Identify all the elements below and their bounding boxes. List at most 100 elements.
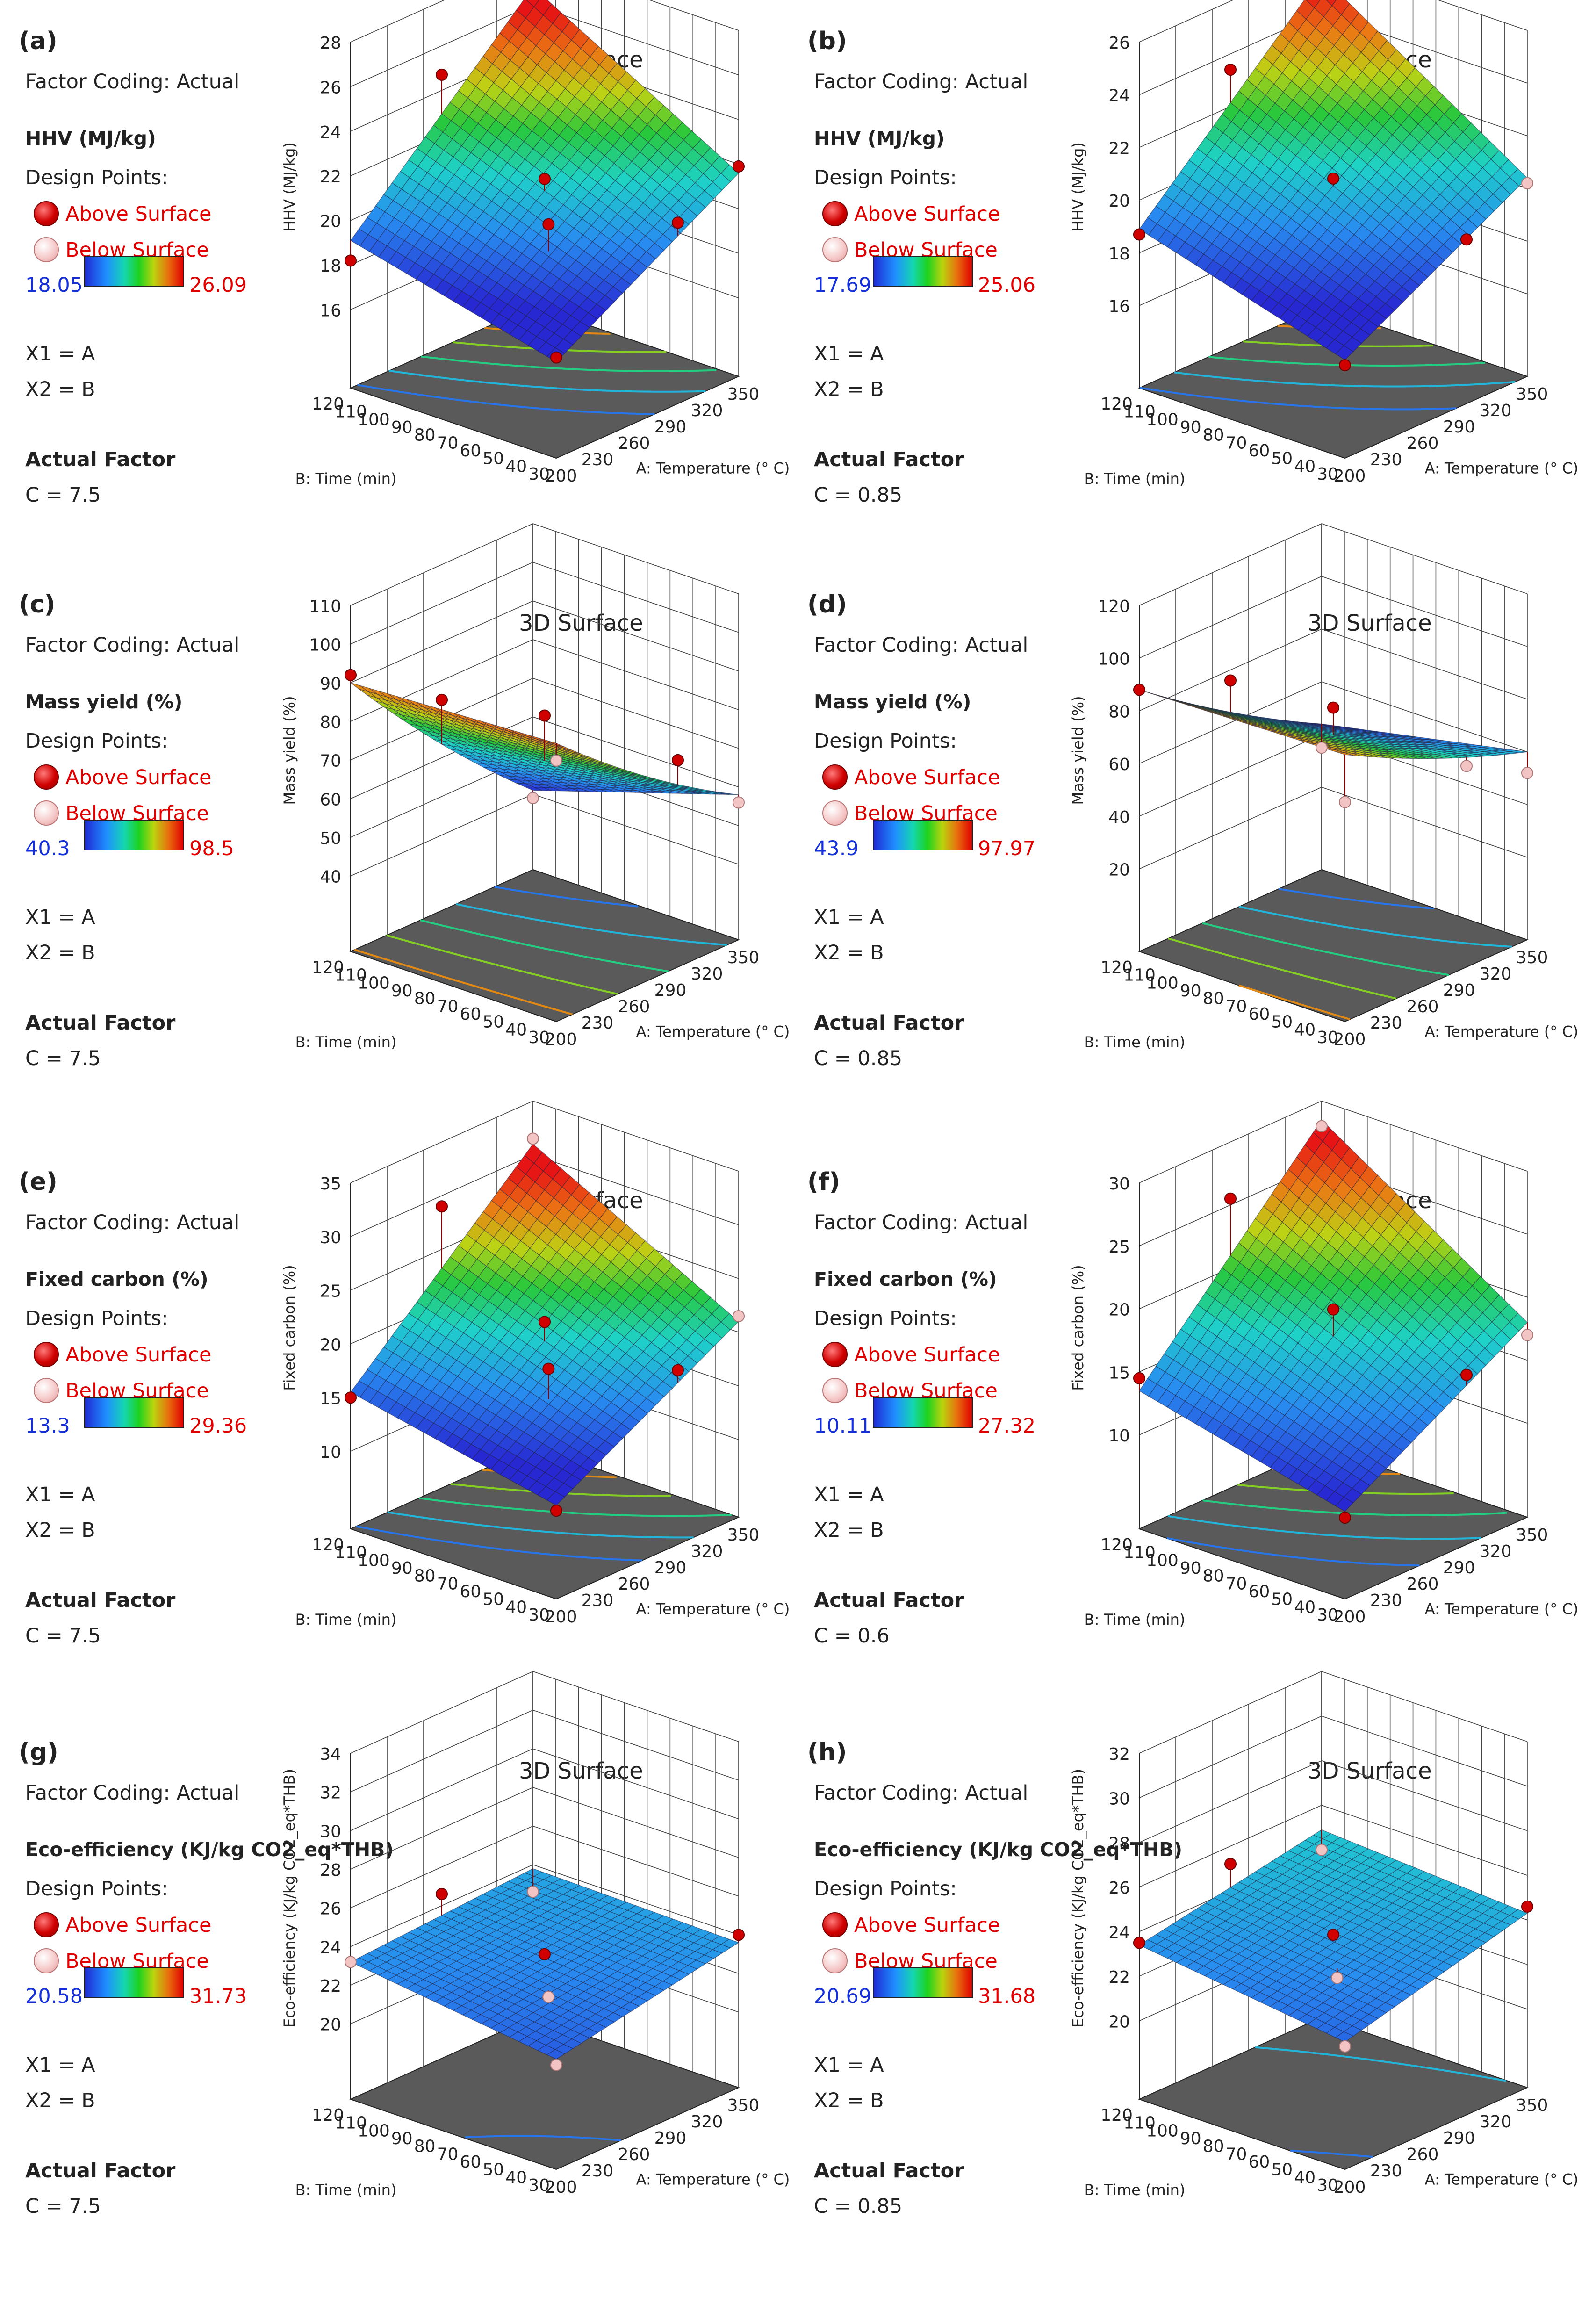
design-points-label: Design Points: (25, 729, 168, 753)
z-tick-label: 26 (1108, 34, 1130, 53)
a-tick-label: 350 (727, 2096, 760, 2115)
b-tick-label: 60 (460, 1582, 482, 1601)
contour-line (1239, 906, 1512, 948)
contour-line (1255, 2046, 1507, 2082)
actual-factor-label: Actual Factor (25, 1589, 176, 1612)
z-tick-label: 34 (320, 1745, 341, 1764)
b-tick-label: 110 (1123, 2114, 1156, 2133)
b-tick-label: 60 (460, 1005, 482, 1024)
design-point-above (1327, 172, 1339, 185)
x1-assignment: X1 = A (814, 2053, 884, 2077)
actual-factor-value: C = 7.5 (25, 1624, 101, 1648)
above-surface-marker-icon (822, 1912, 848, 1937)
z-tick-label: 32 (1108, 1745, 1130, 1764)
chart-panel-f: (f) Factor Coding: Actual Fixed carbon (… (798, 1101, 1596, 1719)
b-axis-label: B: Time (min) (1084, 1611, 1186, 1628)
color-scale-bar (84, 1967, 184, 1998)
b-axis-label: B: Time (min) (295, 1033, 397, 1051)
z-tick-label: 60 (1108, 755, 1130, 774)
plot-title: 3D Surface (519, 610, 643, 636)
a-tick-label: 260 (1407, 434, 1439, 453)
design-point-above (1460, 233, 1473, 246)
floor-contours (354, 886, 727, 1016)
design-point-below (1460, 760, 1473, 772)
z-tick-label: 22 (320, 167, 341, 187)
b-tick-label: 120 (1100, 958, 1133, 977)
z-tick-label: 20 (1108, 2012, 1130, 2031)
a-axis-label: A: Temperature (° C) (1425, 2171, 1579, 2189)
contour-line (1208, 356, 1485, 367)
design-point-above (1460, 1368, 1473, 1381)
z-axis-label: Fixed carbon (%) (1069, 1265, 1087, 1390)
b-tick-label: 30 (1317, 465, 1338, 484)
b-tick-label: 40 (505, 1020, 527, 1039)
response-name: Eco-efficiency (KJ/kg CO2_eq*THB) (814, 1838, 1183, 1861)
design-point-above (1339, 1512, 1351, 1524)
design-point-below (1316, 1844, 1328, 1856)
z-tick-label: 28 (320, 1861, 341, 1880)
design-points (345, 68, 745, 364)
b-tick-label: 60 (1249, 2153, 1270, 2172)
design-points-label: Design Points: (25, 1307, 168, 1330)
design-point-above (1327, 1929, 1339, 1941)
z-tick-label: 25 (320, 1282, 341, 1301)
color-scale-bar (84, 256, 184, 287)
b-tick-label: 50 (482, 1590, 504, 1609)
z-tick-label: 20 (1108, 861, 1130, 880)
z-tick-label: 70 (320, 752, 341, 771)
color-scale-min: 20.69 (814, 1985, 872, 2008)
z-tick-label: 40 (320, 868, 341, 887)
color-scale-max: 97.97 (978, 837, 1036, 860)
z-tick-label: 30 (320, 1228, 341, 1247)
design-point-above (1224, 1858, 1237, 1870)
z-tick-label: 40 (1108, 808, 1130, 827)
design-point-above (539, 173, 551, 185)
z-axis-label: HHV (MJ/kg) (1069, 142, 1087, 232)
design-point-below (1521, 767, 1533, 779)
b-tick-label: 100 (358, 1551, 390, 1570)
contour-line (389, 369, 706, 393)
b-tick-label: 70 (1226, 2145, 1247, 2164)
b-tick-label: 50 (1271, 1013, 1293, 1032)
response-name: Mass yield (%) (25, 691, 183, 713)
panel-info: (a) Factor Coding: Actual HHV (MJ/kg) De… (9, 0, 280, 578)
design-point-above (436, 1888, 448, 1901)
response-name: HHV (MJ/kg) (814, 127, 945, 150)
b-tick-label: 40 (1294, 1598, 1316, 1617)
factor-coding-label: Factor Coding: Actual (25, 70, 240, 94)
color-scale-min: 18.05 (25, 274, 83, 297)
above-surface-marker-icon (822, 201, 848, 226)
color-scale-bar (873, 1967, 973, 1998)
x2-assignment: X2 = B (25, 941, 95, 965)
b-tick-label: 80 (414, 989, 436, 1008)
z-tick-label: 24 (320, 1938, 341, 1957)
z-tick-label: 18 (320, 257, 341, 276)
b-tick-label: 50 (482, 1013, 504, 1032)
design-points (1133, 1829, 1533, 2053)
actual-factor-value: C = 7.5 (25, 1047, 101, 1070)
b-tick-label: 70 (437, 2145, 459, 2164)
design-point-below (542, 1991, 555, 2003)
z-tick-label: 15 (320, 1389, 341, 1408)
factor-coding-label: Factor Coding: Actual (814, 1211, 1028, 1234)
design-point-above (1133, 684, 1145, 696)
chart-panel-d: (d) Factor Coding: Actual Mass yield (%)… (798, 523, 1596, 1141)
b-tick-label: 110 (335, 2114, 367, 2133)
z-tick-label: 28 (320, 34, 341, 53)
surface-plot: 20 22 24 26 28 30 32 Eco-efficiency (KJ/kg CO2_… (1069, 1671, 1579, 2199)
b-tick-label: 100 (358, 410, 390, 429)
actual-factor-label: Actual Factor (25, 448, 176, 471)
a-tick-label: 350 (1516, 1526, 1548, 1545)
design-point-above (542, 218, 555, 230)
a-tick-label: 290 (1443, 981, 1475, 1000)
a-tick-label: 320 (1480, 2112, 1512, 2132)
actual-factor-value: C = 0.85 (814, 2195, 903, 2218)
design-point-above (1224, 1192, 1237, 1205)
a-tick-label: 260 (618, 1575, 650, 1594)
z-tick-label: 60 (320, 790, 341, 809)
